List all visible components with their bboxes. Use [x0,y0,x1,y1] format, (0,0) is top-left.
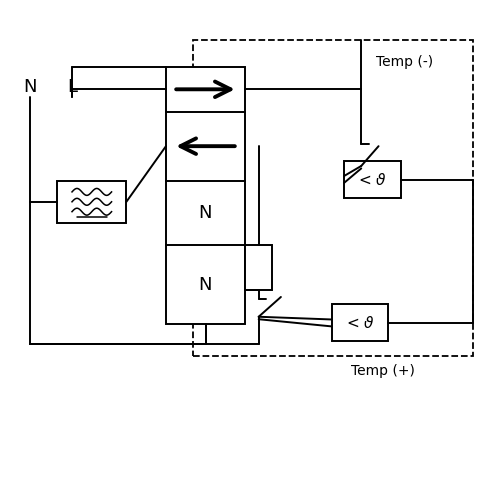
Bar [57,181,126,223]
Text: N: N [199,276,212,293]
Bar [166,67,245,324]
Bar [332,304,388,342]
Text: Temp (+): Temp (+) [352,364,415,378]
Text: Temp (-): Temp (-) [376,55,433,69]
Bar [344,161,401,198]
Bar [245,245,272,290]
Text: L: L [67,78,77,96]
Bar [193,40,472,356]
Text: N: N [199,204,212,222]
Text: N: N [23,78,36,96]
Text: < $\vartheta$: < $\vartheta$ [358,172,387,188]
Text: < $\vartheta$: < $\vartheta$ [346,315,374,331]
